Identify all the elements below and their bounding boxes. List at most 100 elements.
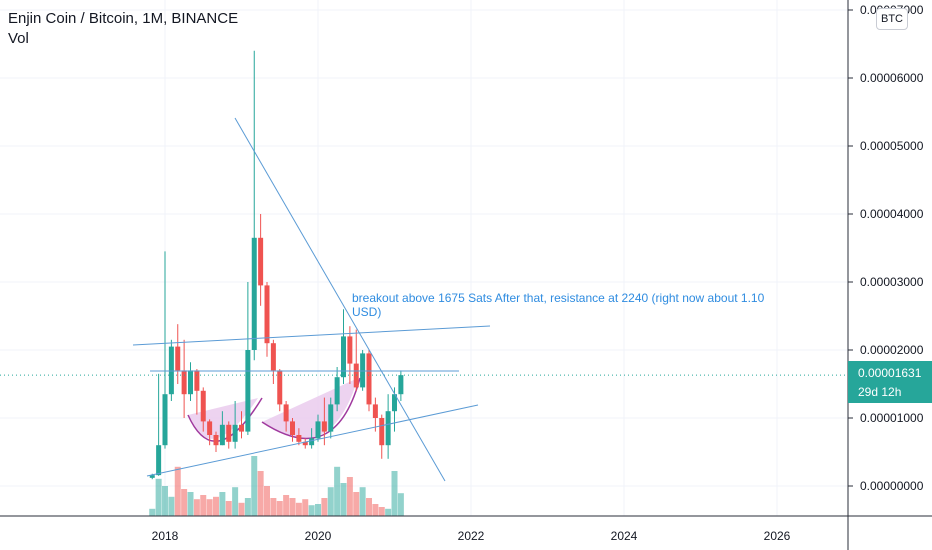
currency-badge[interactable]: BTC (876, 8, 908, 30)
y-tick-label: 0.00005000 (860, 139, 924, 153)
y-tick-label: 0.00001000 (860, 411, 924, 425)
candle-body (226, 424, 232, 442)
candle-body (251, 237, 257, 350)
cup-right-fill (262, 378, 358, 439)
volume-bar (232, 487, 239, 516)
volume-bar (327, 487, 334, 516)
volume-bar (334, 466, 341, 516)
volume-bar (168, 496, 175, 516)
volume-bar (162, 486, 168, 516)
volume-bar (181, 489, 188, 516)
candle-body (258, 237, 264, 286)
candle-body (309, 438, 315, 446)
volume-bar (346, 477, 353, 516)
candle-body (302, 441, 308, 446)
volume-bar (295, 502, 302, 516)
candle-body (347, 336, 353, 364)
y-tick-label: 0.00002000 (860, 343, 924, 357)
volume-bar (225, 501, 232, 516)
candle-body (149, 475, 155, 478)
candle-body (341, 336, 346, 378)
candle-body (296, 435, 302, 442)
volume-bar (340, 483, 347, 516)
candle-body (398, 375, 404, 395)
volume-bar (391, 471, 398, 516)
volume-bar (283, 495, 290, 516)
volume-bar (251, 456, 258, 516)
candle-body (385, 411, 391, 446)
x-tick-label: 2018 (152, 529, 179, 543)
volume-bar (155, 478, 162, 516)
candle-body (290, 421, 295, 435)
support-trendline (146, 404, 479, 477)
candle-body (162, 394, 168, 446)
volume-bar (149, 508, 156, 516)
volume-bar (174, 466, 181, 516)
x-tick-label: 2024 (611, 529, 638, 543)
x-tick-label: 2022 (458, 529, 485, 543)
candle-body (392, 394, 397, 412)
candle-body (366, 353, 372, 405)
candle-body (245, 350, 251, 432)
volume-bar (193, 499, 200, 516)
candle-body (213, 435, 219, 446)
candle-body (321, 421, 327, 432)
bar-countdown: 29d 12h (858, 385, 902, 399)
volume-bar (366, 498, 372, 516)
volume-bars (149, 456, 404, 516)
cup-left-fill (188, 398, 258, 439)
y-tick-label: 0.00000000 (860, 479, 924, 493)
volume-bar (385, 508, 392, 516)
candle-body (207, 421, 213, 435)
volume-bar (353, 492, 360, 516)
candle-body (200, 390, 206, 422)
volume-bar (372, 504, 379, 516)
volume-bar (276, 501, 283, 516)
volume-bar (321, 498, 328, 516)
candle-body (277, 370, 283, 405)
volume-bar (270, 498, 277, 516)
volume-bar (302, 499, 309, 516)
candle-body (219, 424, 225, 446)
candle-body (328, 404, 334, 432)
candle-body (283, 404, 289, 422)
chart-legend: Enjin Coin / Bitcoin, 1M, BINANCE Vol (8, 9, 238, 49)
volume-bar (378, 507, 385, 516)
candle-body (315, 421, 321, 439)
y-tick-label: 0.00004000 (860, 207, 924, 221)
volume-bar (257, 471, 264, 516)
candle-body (372, 404, 378, 418)
candle-body (168, 346, 174, 395)
candle-body (239, 424, 244, 432)
volume-bar (244, 498, 251, 516)
last-price-label: 0.00001631 29d 12h (848, 361, 932, 403)
volume-bar (213, 496, 219, 516)
candle-body (334, 377, 340, 405)
x-tick-label: 2020 (305, 529, 332, 543)
y-tick-label: 0.00003000 (860, 275, 924, 289)
x-tick-label: 2026 (764, 529, 791, 543)
pattern-drawings (187, 377, 361, 442)
candle-body (360, 353, 366, 388)
candle-body (264, 285, 270, 344)
annotation-text[interactable]: breakout above 1675 Sats After that, res… (352, 291, 765, 319)
volume-bar (200, 495, 207, 516)
symbol-title[interactable]: Enjin Coin / Bitcoin, 1M, BINANCE (8, 10, 239, 27)
candle-body (232, 424, 238, 442)
volume-bar (264, 486, 270, 516)
y-tick-label: 0.00006000 (860, 71, 924, 85)
candlestick-series (149, 50, 404, 480)
volume-bar (206, 499, 213, 516)
candle-body (270, 343, 276, 371)
candle-body (156, 445, 162, 476)
chart-grid (0, 0, 848, 516)
volume-label[interactable]: Vol (8, 30, 29, 47)
cup-right-curve (261, 377, 361, 440)
volume-bar (219, 492, 226, 516)
candle-body (188, 370, 193, 395)
volume-bar (315, 504, 321, 516)
descending-trendline (234, 117, 446, 482)
candle-body (379, 418, 385, 446)
